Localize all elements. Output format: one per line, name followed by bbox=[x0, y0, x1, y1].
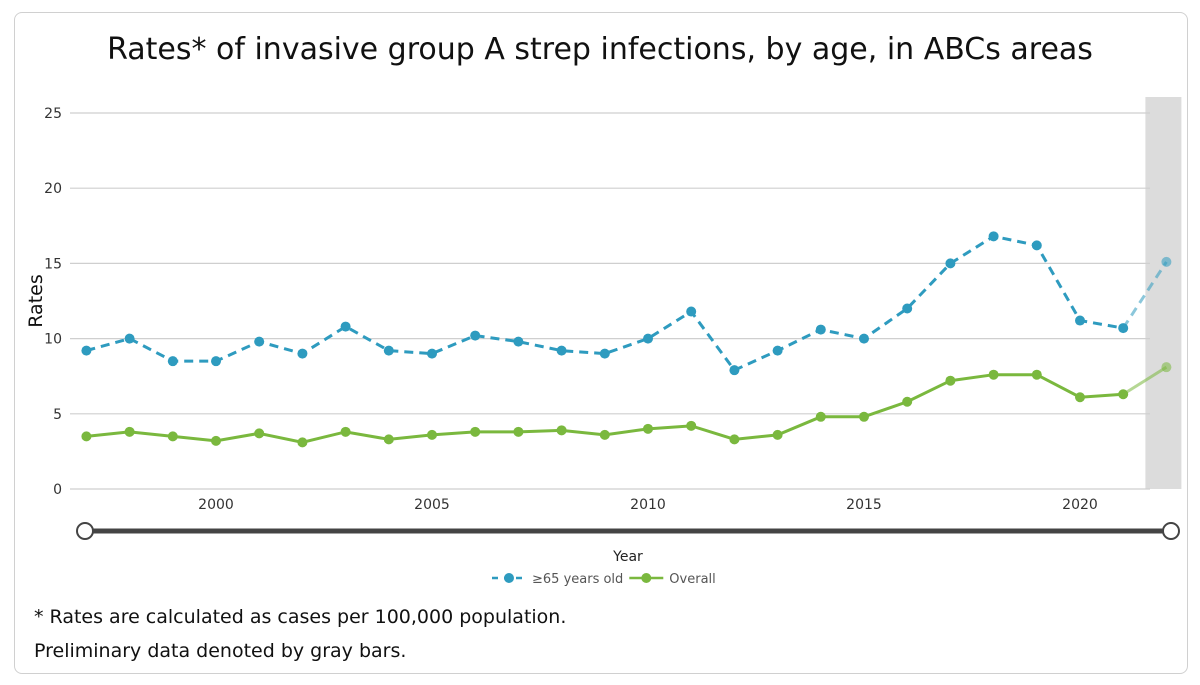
data-point bbox=[1118, 389, 1129, 400]
data-point bbox=[427, 429, 437, 440]
x-tick-label: 2020 bbox=[1062, 497, 1098, 513]
data-point bbox=[902, 303, 913, 314]
y-tick-label: 10 bbox=[44, 332, 62, 348]
data-point bbox=[815, 411, 826, 422]
y-tick-label: 5 bbox=[53, 407, 62, 423]
footnote-preliminary: Preliminary data denoted by gray bars. bbox=[34, 640, 407, 662]
data-point bbox=[772, 429, 783, 440]
range-slider-end-handle[interactable] bbox=[1162, 522, 1180, 540]
chart-card bbox=[14, 12, 1188, 674]
preliminary-bar bbox=[1145, 97, 1182, 489]
data-point bbox=[124, 426, 135, 437]
data-point bbox=[902, 396, 913, 407]
data-point bbox=[211, 435, 221, 446]
range-slider-start-handle[interactable] bbox=[76, 522, 94, 540]
data-point bbox=[1075, 315, 1085, 326]
chart-title: Rates* of invasive group A strep infecti… bbox=[107, 32, 1093, 67]
data-point bbox=[167, 356, 178, 367]
data-point bbox=[945, 258, 956, 269]
data-point bbox=[383, 345, 394, 356]
data-point bbox=[772, 345, 783, 356]
data-point bbox=[383, 434, 394, 445]
data-point bbox=[470, 330, 481, 341]
data-point bbox=[124, 333, 135, 344]
x-axis-label: Year bbox=[612, 549, 643, 565]
x-tick-label: 2010 bbox=[630, 497, 666, 513]
legend-marker-1 bbox=[641, 573, 652, 583]
data-point bbox=[427, 348, 437, 359]
data-point bbox=[815, 324, 826, 335]
data-point bbox=[470, 426, 481, 437]
data-point bbox=[945, 375, 956, 386]
data-point bbox=[254, 336, 265, 347]
data-point bbox=[643, 423, 653, 434]
data-point bbox=[556, 345, 567, 356]
data-point bbox=[729, 434, 740, 445]
data-point bbox=[297, 348, 308, 359]
y-tick-label: 15 bbox=[44, 256, 62, 272]
data-point bbox=[1075, 392, 1085, 403]
legend-label-0: ≥65 years old bbox=[532, 572, 623, 587]
series-line-preliminary-1 bbox=[1122, 365, 1168, 396]
data-point bbox=[686, 420, 697, 431]
data-point bbox=[81, 431, 92, 442]
data-point bbox=[988, 231, 999, 242]
y-tick-label: 0 bbox=[53, 482, 62, 498]
data-point bbox=[556, 425, 567, 436]
legend-marker-0 bbox=[504, 573, 514, 583]
y-tick-label: 25 bbox=[44, 106, 62, 122]
data-point bbox=[686, 306, 697, 317]
data-point bbox=[988, 369, 999, 380]
data-point bbox=[1031, 240, 1042, 251]
data-point bbox=[1161, 256, 1172, 267]
data-point bbox=[340, 321, 351, 332]
data-point bbox=[643, 333, 653, 344]
x-tick-label: 2000 bbox=[198, 497, 234, 513]
data-point bbox=[211, 356, 221, 367]
data-point bbox=[81, 345, 92, 356]
series-line-preliminary-0 bbox=[1121, 261, 1168, 329]
data-point bbox=[1118, 323, 1129, 334]
data-point bbox=[297, 437, 308, 448]
data-point bbox=[1031, 369, 1042, 380]
x-tick-label: 2005 bbox=[414, 497, 450, 513]
line-chart: 0 5 10 15 20 25 2000 2005 2010 2015 2020 Rates Year ≥… bbox=[25, 97, 1182, 587]
y-axis-label: Rates bbox=[25, 274, 47, 327]
x-tick-label: 2015 bbox=[846, 497, 882, 513]
footnote-rates: * Rates are calculated as cases per 100,… bbox=[34, 606, 567, 628]
data-point bbox=[599, 429, 610, 440]
data-point bbox=[167, 431, 178, 442]
data-point bbox=[513, 426, 524, 437]
data-point bbox=[599, 348, 610, 359]
legend-label-1: Overall bbox=[669, 572, 715, 587]
data-point bbox=[859, 411, 869, 422]
data-point bbox=[859, 333, 869, 344]
data-point bbox=[729, 365, 740, 376]
data-point bbox=[1161, 362, 1172, 373]
data-point bbox=[254, 428, 265, 439]
data-point bbox=[340, 426, 351, 437]
data-point bbox=[513, 336, 524, 347]
y-tick-label: 20 bbox=[44, 181, 62, 197]
